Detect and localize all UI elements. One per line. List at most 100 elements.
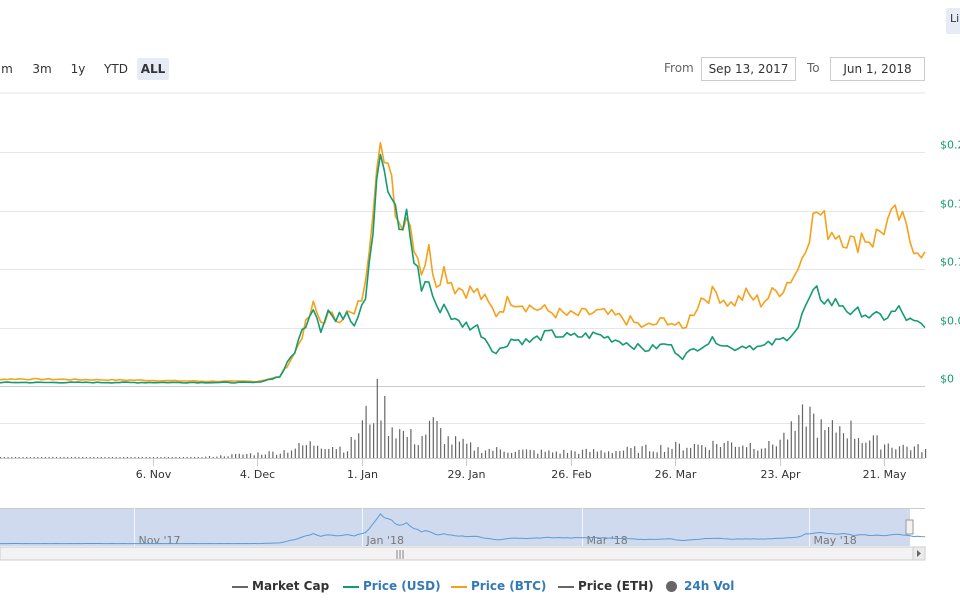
- volume-bar: [563, 449, 565, 458]
- series-line-usd: [0, 153, 926, 384]
- volume-bar: [141, 457, 143, 458]
- volume-bar: [559, 453, 561, 458]
- corner-menu-button[interactable]: Li: [946, 8, 960, 34]
- volume-bar: [857, 438, 860, 458]
- volume-bar: [600, 450, 602, 458]
- volume-bar: [384, 395, 386, 458]
- volume-bar: [108, 457, 110, 458]
- volume-bar: [37, 457, 39, 458]
- volume-bar: [884, 444, 886, 458]
- volume-bar: [205, 456, 207, 458]
- volume-bar: [227, 456, 229, 458]
- volume-bar: [268, 451, 270, 458]
- volume-bar: [656, 452, 658, 458]
- volume-bar: [473, 450, 475, 458]
- volume-bar: [164, 457, 166, 458]
- volume-bar: [447, 436, 449, 458]
- navigator: Nov '17 Jan '18 Mar '18 May '18 |||: [0, 508, 926, 561]
- volume-bar: [757, 450, 759, 458]
- x-tick-label: 26. Feb: [551, 468, 591, 481]
- volume-bar: [175, 457, 177, 458]
- price-eth-swatch: [558, 586, 574, 588]
- volume-bar: [216, 456, 218, 458]
- volume-bar: [194, 457, 196, 458]
- volume-bar: [727, 440, 729, 458]
- volume-bar: [738, 446, 740, 458]
- volume-bar: [395, 438, 397, 458]
- volume-bar: [507, 452, 509, 458]
- to-date-input[interactable]: Jun 1, 2018: [830, 57, 925, 81]
- volume-bar: [824, 430, 826, 458]
- volume-bar: [548, 450, 550, 458]
- volume-bar: [443, 444, 446, 458]
- volume-bar: [369, 424, 371, 458]
- volume-bar: [208, 456, 211, 458]
- volume-bar: [514, 451, 516, 458]
- volume-bar: [387, 436, 390, 458]
- volume-bar: [570, 450, 572, 458]
- volume-bar: [488, 448, 490, 458]
- volume-bar: [343, 452, 345, 458]
- volume-bar: [749, 443, 751, 458]
- volume-bar: [854, 438, 856, 458]
- volume-bar: [85, 457, 87, 458]
- volume-bar: [481, 452, 483, 458]
- volume-bar: [861, 443, 863, 458]
- zoom-button-1m[interactable]: m: [1, 62, 13, 76]
- volume-bar: [671, 448, 673, 458]
- volume-bar: [97, 457, 99, 458]
- volume-bar: [917, 444, 919, 458]
- volume-bar: [712, 440, 714, 458]
- volume-bar: [716, 444, 718, 458]
- volume-bar: [902, 444, 904, 458]
- price-chart: $0 $0.0 $0.1 $0.1 $0.2 6. Nov 4. Dec 1. Jan 29.…: [0, 92, 960, 561]
- volume-bar: [115, 457, 117, 458]
- volume-bar: [335, 449, 337, 458]
- volume-bar: [574, 451, 576, 458]
- volume-bar: [18, 457, 20, 458]
- volume-bar: [891, 447, 893, 458]
- volume-bar: [499, 449, 501, 458]
- y-tick-label: $0.0: [940, 315, 960, 328]
- volume-bar: [925, 449, 927, 458]
- zoom-button-all[interactable]: ALL: [137, 58, 169, 80]
- volume-bar: [518, 449, 520, 458]
- legend-label: Market Cap: [252, 579, 330, 593]
- volume-bar: [324, 449, 326, 458]
- volume-bar: [313, 445, 315, 458]
- volume-bar: [511, 452, 513, 458]
- volume-bar: [365, 405, 367, 458]
- volume-bar: [783, 432, 785, 458]
- zoom-button-3m[interactable]: 3m: [32, 62, 52, 76]
- volume-bar: [197, 457, 199, 458]
- volume-bar: [641, 446, 643, 458]
- price-usd-swatch: [343, 586, 359, 588]
- volume-bar: [839, 426, 841, 458]
- volume-bar: [354, 439, 356, 458]
- y-tick-label: $0.1: [940, 256, 960, 269]
- volume-bar: [816, 437, 818, 458]
- volume-bar: [921, 452, 923, 458]
- volume-bar: [458, 441, 460, 458]
- from-date-input[interactable]: Sep 13, 2017: [701, 57, 796, 81]
- volume-bar: [746, 447, 748, 458]
- x-axis: 6. Nov 4. Dec 1. Jan 29. Jan 26. Feb 26. Mar 2…: [136, 458, 907, 481]
- volume-bar: [898, 446, 901, 458]
- volume-bar: [171, 457, 173, 458]
- volume-bar: [742, 445, 744, 458]
- volume-bar: [182, 457, 184, 458]
- volume-dot-icon: [666, 581, 677, 592]
- volume-bar: [764, 448, 766, 458]
- zoom-button-1y[interactable]: 1y: [70, 62, 86, 76]
- volume-bar: [22, 457, 24, 458]
- volume-bar: [119, 457, 121, 458]
- zoom-button-ytd[interactable]: YTD: [104, 62, 128, 76]
- volume-bar: [820, 419, 822, 458]
- volume-bar: [410, 429, 412, 458]
- volume-bar: [828, 427, 830, 458]
- volume-bar: [421, 436, 423, 458]
- volume-bar: [373, 423, 375, 458]
- y-tick-label: $0: [940, 373, 954, 386]
- volume-bar: [358, 433, 360, 458]
- volume-bar: [346, 451, 349, 458]
